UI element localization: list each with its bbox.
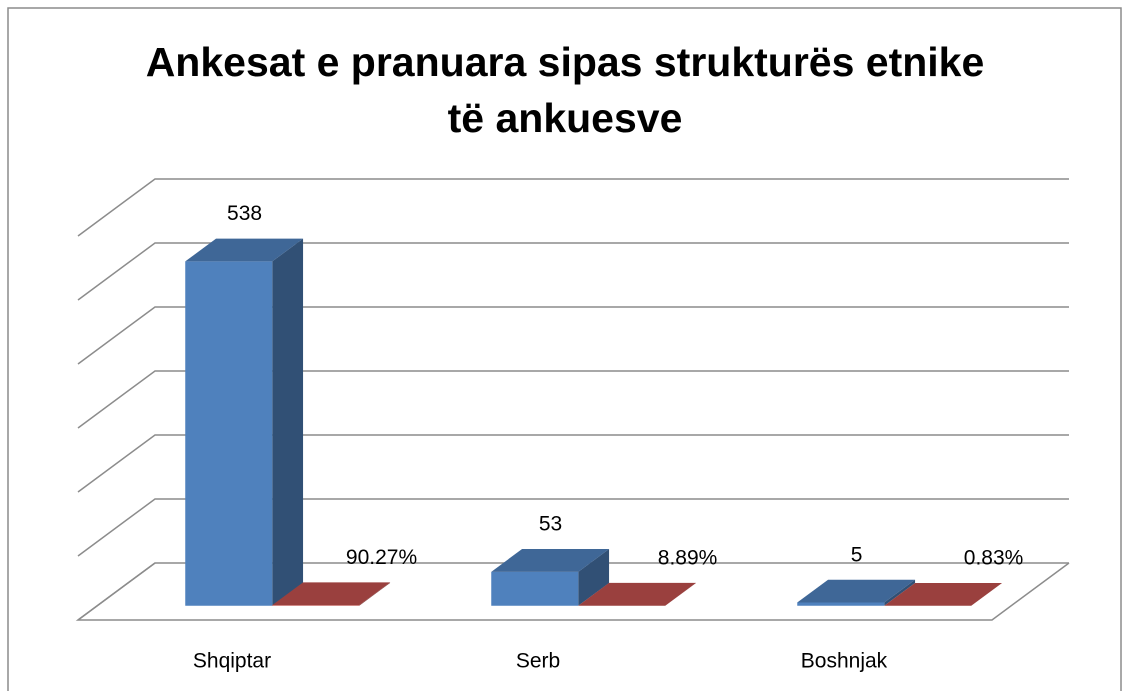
x-tick-label: Shqiptar bbox=[193, 650, 271, 673]
grid-line bbox=[77, 498, 1069, 557]
grid-line bbox=[77, 306, 1069, 365]
bar-side bbox=[884, 579, 916, 606]
data-label: 0.83% bbox=[964, 546, 1024, 569]
data-label: 8.89% bbox=[658, 546, 718, 569]
data-label: 5 bbox=[851, 543, 863, 566]
x-tick-label: Serb bbox=[516, 650, 560, 673]
data-label: 53 bbox=[539, 513, 562, 536]
bar-side bbox=[578, 549, 610, 606]
grid-line bbox=[77, 370, 1069, 429]
bar-top bbox=[797, 579, 916, 603]
chart-title: Ankesat e pranuara sipas strukturës etni… bbox=[145, 39, 985, 141]
bar-top bbox=[884, 582, 1003, 606]
bar-front bbox=[797, 602, 885, 606]
bar-top bbox=[491, 549, 610, 572]
grid-line bbox=[77, 434, 1069, 493]
data-label: 90.27% bbox=[346, 546, 417, 569]
bar-front bbox=[272, 605, 360, 606]
bar bbox=[797, 579, 916, 606]
grid-line bbox=[77, 178, 1069, 237]
bar-side bbox=[359, 582, 391, 606]
x-tick-label: Boshnjak bbox=[801, 650, 888, 673]
bar bbox=[578, 582, 697, 606]
bar bbox=[491, 549, 610, 606]
bar-top bbox=[185, 238, 304, 262]
grid-line bbox=[77, 242, 1069, 301]
bar-front bbox=[185, 261, 273, 606]
bar-front bbox=[491, 571, 579, 606]
bar-top bbox=[272, 582, 391, 606]
bar bbox=[884, 582, 1003, 606]
bar bbox=[272, 582, 391, 606]
grid-line bbox=[77, 562, 1069, 621]
bar-side bbox=[272, 238, 304, 606]
bar-side bbox=[665, 582, 697, 606]
bar bbox=[185, 238, 304, 606]
data-label: 538 bbox=[227, 202, 262, 225]
bar-top bbox=[578, 582, 697, 606]
chart-border bbox=[7, 7, 1122, 691]
bar-side bbox=[971, 582, 1003, 606]
